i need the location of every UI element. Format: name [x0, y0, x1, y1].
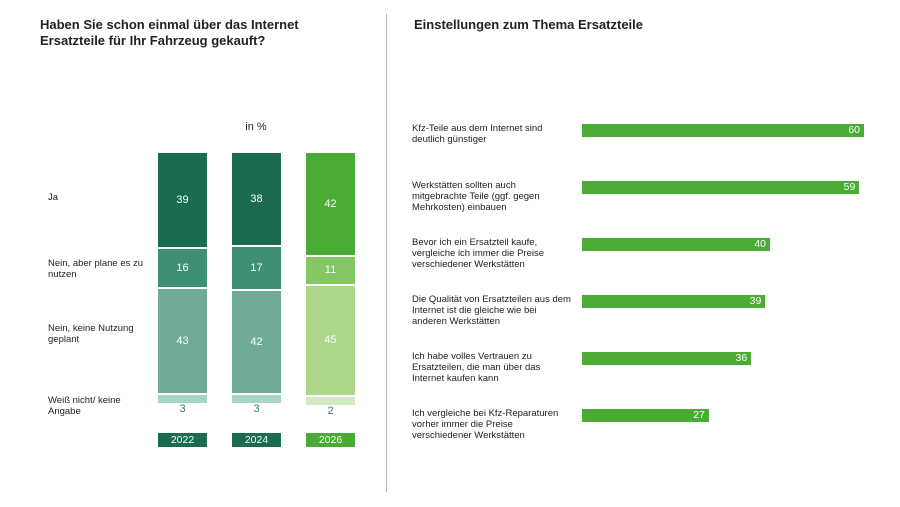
statement-bar: 36: [582, 352, 752, 365]
statement-label: Die Qualität von Ersatzteilen aus dem In…: [412, 294, 571, 327]
row-label-plane: Nein, aber plane es zu nutzen: [48, 258, 144, 280]
bar-segment-2022-nein: 43: [158, 289, 207, 393]
bar-segment-2026-plane: 11: [306, 257, 355, 284]
bar-segment-2026-weiss: [306, 397, 355, 406]
bar-segment-2026-ja: 42: [306, 153, 355, 256]
statement-label: Kfz-Teile aus dem Internet sind deutlich…: [412, 123, 543, 145]
unit-label: in %: [245, 121, 267, 133]
row-label-weiss: Weiß nicht/ keine Angabe: [48, 395, 121, 417]
statement-bar: 39: [582, 295, 766, 308]
statement-label: Werkstätten sollten auch mitgebrachte Te…: [412, 180, 540, 213]
statement-bar: 27: [582, 409, 709, 422]
bar-segment-2024-ja: 38: [232, 153, 281, 246]
year-label-2026: 2026: [306, 433, 355, 447]
statement-bar: 60: [582, 124, 864, 137]
statement-bar: 59: [582, 181, 860, 194]
statement-label: Ich vergleiche bei Kfz-Reparaturen vorhe…: [412, 408, 559, 441]
bar-segment-2024-nein: 42: [232, 290, 281, 393]
statement-bar: 40: [582, 238, 770, 251]
bar-segment-2024-plane: 17: [232, 247, 281, 289]
bar-segment-2022-weiss: [158, 394, 207, 403]
bar-segment-2024-weiss: [232, 394, 281, 403]
year-label-2024: 2024: [232, 433, 281, 447]
data-label-2024-weiss: 3: [253, 402, 260, 415]
row-label-ja: Ja: [48, 192, 59, 203]
left-chart-title: Haben Sie schon einmal über das Internet…: [40, 17, 299, 48]
bar-segment-2022-plane: 16: [158, 248, 207, 288]
statement-label: Bevor ich ein Ersatzteil kaufe, vergleic…: [412, 237, 544, 270]
row-label-nein: Nein, keine Nutzung geplant: [48, 323, 134, 345]
data-label-2026-weiss: 2: [327, 405, 334, 418]
statement-label: Ich habe volles Vertrauen zu Ersatzteile…: [412, 351, 541, 384]
year-label-2022: 2022: [158, 433, 207, 447]
right-chart-title: Einstellungen zum Thema Ersatzteile: [414, 17, 643, 32]
data-label-2022-weiss: 3: [179, 402, 186, 415]
bar-segment-2026-nein: 45: [306, 285, 355, 396]
bar-segment-2022-ja: 39: [158, 153, 207, 247]
divider: [386, 14, 387, 492]
